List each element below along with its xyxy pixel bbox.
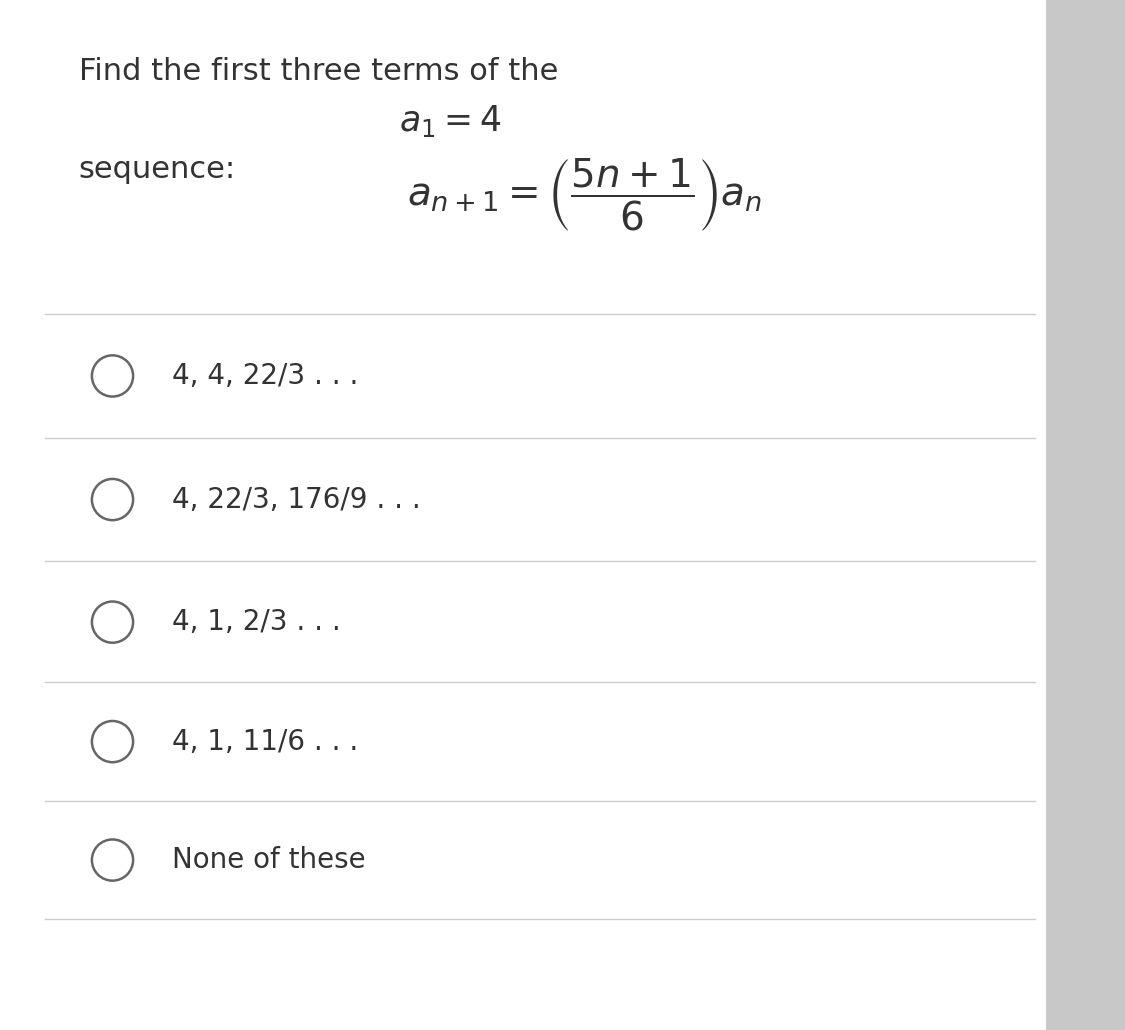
Text: Find the first three terms of the: Find the first three terms of the: [79, 57, 558, 85]
Text: $a_1 = 4$: $a_1 = 4$: [398, 103, 502, 139]
Text: $a_{n+1} = \left(\dfrac{5n+1}{6}\right)a_n$: $a_{n+1} = \left(\dfrac{5n+1}{6}\right)a…: [407, 157, 763, 234]
Text: None of these: None of these: [172, 846, 366, 874]
Text: sequence:: sequence:: [79, 154, 236, 183]
Text: 4, 22/3, 176/9 . . .: 4, 22/3, 176/9 . . .: [172, 485, 421, 514]
Bar: [1046, 0, 1125, 1030]
Text: 4, 1, 2/3 . . .: 4, 1, 2/3 . . .: [172, 608, 341, 637]
Text: 4, 1, 11/6 . . .: 4, 1, 11/6 . . .: [172, 727, 359, 756]
Text: 4, 4, 22/3 . . .: 4, 4, 22/3 . . .: [172, 362, 359, 390]
